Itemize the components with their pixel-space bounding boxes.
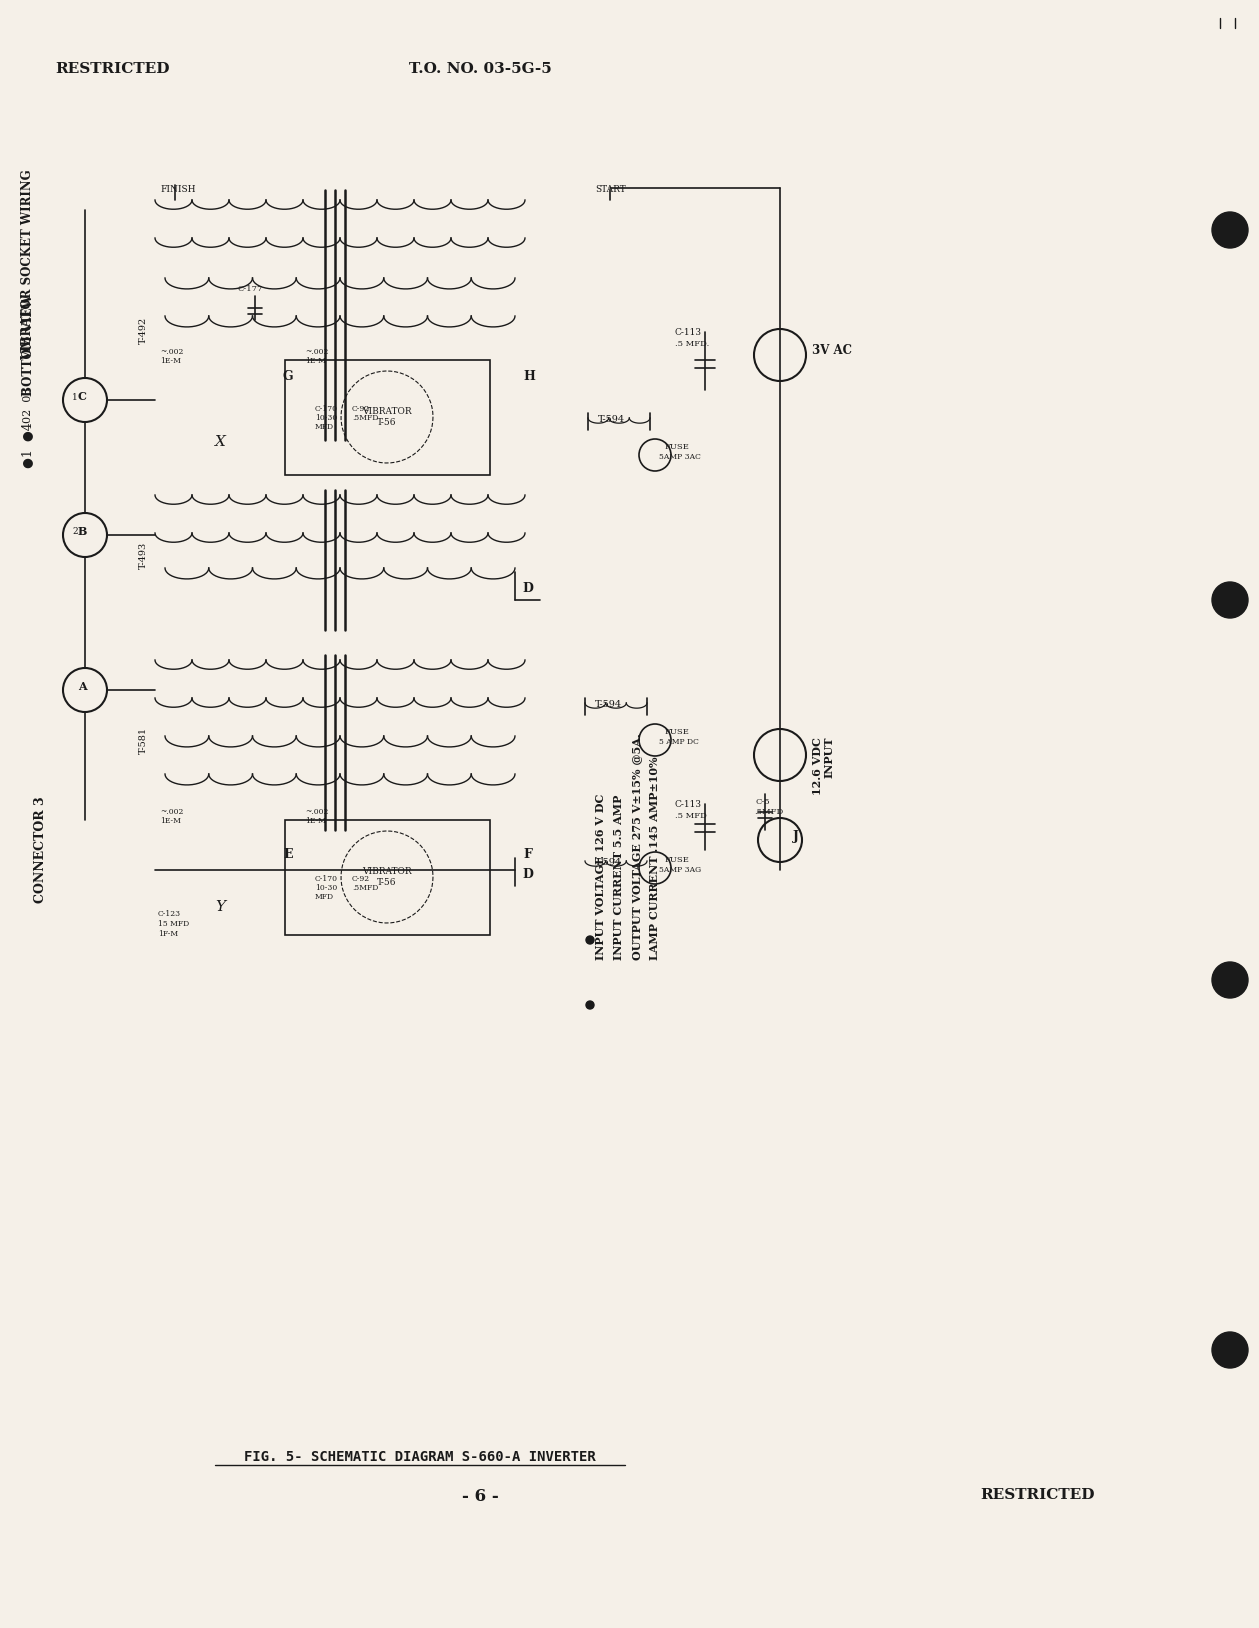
Text: .5 MFD: .5 MFD: [675, 812, 706, 821]
Text: CONNECTOR 3: CONNECTOR 3: [34, 796, 47, 904]
Text: BOTTOM VIEW: BOTTOM VIEW: [21, 295, 34, 396]
Text: C-123: C-123: [157, 910, 181, 918]
Text: MFD: MFD: [315, 894, 334, 900]
Text: 15 MFD: 15 MFD: [157, 920, 189, 928]
Circle shape: [1212, 1332, 1248, 1368]
Text: ~.002
1E-M: ~.002 1E-M: [305, 807, 329, 825]
Circle shape: [1212, 581, 1248, 619]
Text: X: X: [215, 435, 225, 449]
Text: FIG. 5- SCHEMATIC DIAGRAM S-660-A INVERTER: FIG. 5- SCHEMATIC DIAGRAM S-660-A INVERT…: [244, 1451, 596, 1464]
Text: 1F-M: 1F-M: [157, 930, 178, 938]
Text: Y: Y: [215, 900, 225, 913]
Text: .5 MFD.: .5 MFD.: [675, 340, 709, 348]
Circle shape: [1212, 962, 1248, 998]
Text: FINISH: FINISH: [160, 186, 195, 194]
Circle shape: [1212, 212, 1248, 247]
Text: OUTPUT VOLTAGE 275 V±15% @5A.: OUTPUT VOLTAGE 275 V±15% @5A.: [631, 733, 642, 961]
Text: C-170: C-170: [315, 405, 337, 414]
Circle shape: [585, 1001, 594, 1009]
Text: LAMP CURRENT .145 AMP±10%: LAMP CURRENT .145 AMP±10%: [648, 757, 660, 961]
Text: FUSE: FUSE: [665, 856, 690, 864]
Text: INPUT: INPUT: [823, 737, 835, 778]
Text: D: D: [522, 868, 533, 881]
Text: ~.002
1E-M: ~.002 1E-M: [305, 348, 329, 365]
Text: 5 AMP DC: 5 AMP DC: [658, 737, 699, 746]
Text: MFD: MFD: [315, 423, 334, 431]
Text: 5AMP 3AC: 5AMP 3AC: [658, 453, 701, 461]
Bar: [285, 821, 490, 934]
Text: D: D: [522, 581, 533, 594]
Text: VIBRATOR
T-56: VIBRATOR T-56: [363, 407, 412, 427]
Text: T-493: T-493: [138, 542, 147, 568]
Text: 02  03: 02 03: [23, 387, 33, 423]
Text: 1: 1: [72, 392, 78, 402]
Text: ~.002
1E-M: ~.002 1E-M: [160, 807, 184, 825]
Text: VIBRATOR
T-56: VIBRATOR T-56: [363, 868, 412, 887]
Text: C-170: C-170: [315, 874, 337, 882]
Text: C-113: C-113: [675, 327, 703, 337]
Text: C-177: C-177: [237, 285, 262, 293]
Text: INPUT VOLTAGE 126 V DC: INPUT VOLTAGE 126 V DC: [596, 793, 606, 961]
Text: 10-30: 10-30: [315, 884, 337, 892]
Text: 5AMP 3AG: 5AMP 3AG: [658, 866, 701, 874]
Text: 12.6 VDC: 12.6 VDC: [812, 737, 823, 794]
Text: START: START: [596, 186, 626, 194]
Text: .5MFD: .5MFD: [754, 807, 783, 816]
Text: T-594: T-594: [598, 415, 626, 423]
Text: FUSE: FUSE: [665, 443, 690, 451]
Text: A: A: [78, 681, 87, 692]
Text: 3V AC: 3V AC: [812, 344, 852, 357]
Text: RESTRICTED: RESTRICTED: [55, 62, 170, 77]
Text: FUSE: FUSE: [665, 728, 690, 736]
Text: C-113: C-113: [675, 799, 703, 809]
Text: T.O. NO. 03-5G-5: T.O. NO. 03-5G-5: [409, 62, 551, 77]
Text: C-5: C-5: [755, 798, 771, 806]
Text: F: F: [522, 848, 531, 861]
Text: VIBRATOR SOCKET WIRING: VIBRATOR SOCKET WIRING: [21, 169, 34, 360]
Text: T-594: T-594: [596, 858, 622, 868]
Text: T-492: T-492: [138, 316, 147, 344]
Text: T-594: T-594: [596, 700, 622, 710]
Text: 10-30: 10-30: [315, 414, 337, 422]
Text: INPUT CURRENT 5.5 AMP: INPUT CURRENT 5.5 AMP: [613, 794, 624, 961]
Text: B: B: [78, 526, 87, 537]
Text: ~.002
1E-M: ~.002 1E-M: [160, 348, 184, 365]
Text: T-581: T-581: [138, 726, 147, 754]
Text: G: G: [283, 370, 293, 383]
Text: E: E: [283, 848, 292, 861]
Text: J: J: [793, 830, 799, 843]
Text: C-92: C-92: [353, 874, 370, 882]
Text: C-92: C-92: [353, 405, 370, 414]
Text: H: H: [522, 370, 535, 383]
Text: .5MFD: .5MFD: [353, 884, 379, 892]
Text: ●1  ●4: ●1 ●4: [21, 422, 34, 467]
Text: RESTRICTED: RESTRICTED: [980, 1488, 1094, 1503]
Text: 2: 2: [72, 527, 78, 536]
Text: C: C: [78, 391, 87, 402]
Circle shape: [585, 936, 594, 944]
Bar: [285, 360, 490, 475]
Text: .5MFD: .5MFD: [353, 414, 379, 422]
Text: - 6 -: - 6 -: [462, 1488, 499, 1504]
